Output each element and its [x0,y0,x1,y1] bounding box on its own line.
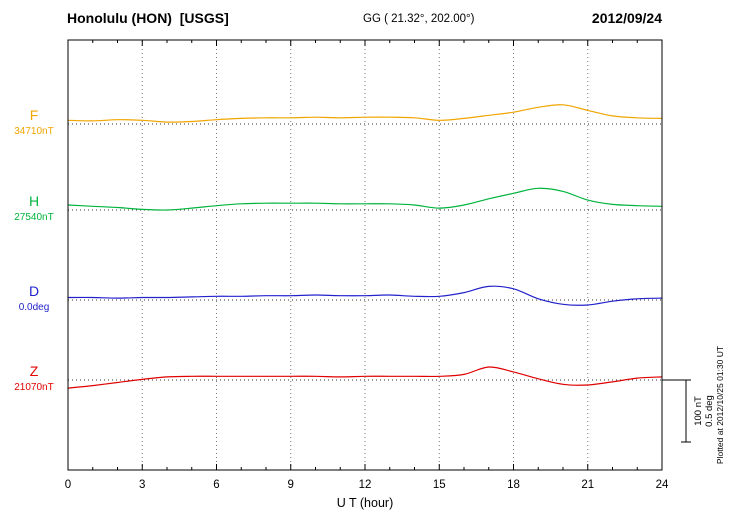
series-d-label: D [28,283,40,299]
tick-label-24: 24 [656,479,669,491]
series-h-baseline-value: 27540nT [14,212,54,223]
geographic-coordinates: GG ( 21.32°, 202.00°) [363,13,475,25]
tick-label-0: 0 [65,479,71,491]
trace-H [67,187,663,211]
axis-layer: 0 3 6 9 12 15 18 21 24 [65,40,669,491]
trace-F [67,104,663,123]
trace-D [67,285,663,306]
series-f-label: F [29,107,39,123]
tick-label-12: 12 [359,479,372,491]
tick-label-21: 21 [581,479,594,491]
grid-layer [68,41,662,469]
series-z-label: Z [29,363,39,379]
scale-deg-label: 0.5 deg [704,395,715,427]
tick-label-6: 6 [213,479,219,491]
tick-label-15: 15 [433,479,446,491]
x-axis-label: U T (hour) [336,496,394,510]
series-h-label: H [28,193,40,209]
station-title: Honolulu (HON) [USGS] [67,10,229,26]
series-f-baseline-value: 34710nT [14,126,54,137]
series-z-baseline-value: 21070nT [14,382,54,393]
plot-date: 2012/09/24 [591,10,662,26]
plot-frame [67,39,663,471]
trace-layer [67,104,663,389]
series-d-baseline-value: 0.0deg [18,302,50,313]
tick-label-3: 3 [139,479,145,491]
plotted-at-note: Plotted at 2012/10/25 01:30 UT [715,346,725,464]
tick-label-18: 18 [507,479,520,491]
tick-label-9: 9 [288,479,294,491]
scale-nt-label: 100 nT [693,396,704,426]
trace-Z [67,366,663,389]
